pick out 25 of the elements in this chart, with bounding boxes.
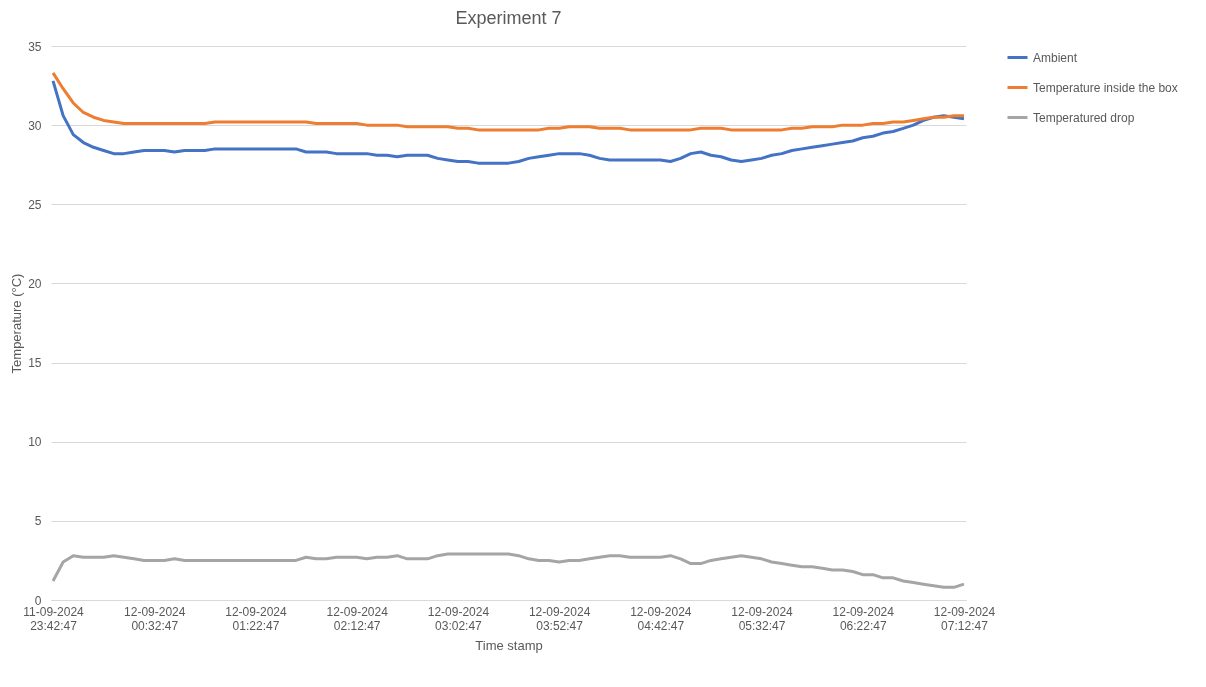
y-tick-label: 20 bbox=[28, 276, 42, 291]
chart-title: Experiment 7 bbox=[455, 8, 562, 28]
x-axis-title: Time stamp bbox=[475, 637, 543, 653]
x-tick-label: 12-09-2024 07:12:47 bbox=[933, 604, 996, 633]
y-tick-label: 15 bbox=[28, 356, 42, 371]
line-series bbox=[51, 552, 966, 589]
x-tick-label: 12-09-2024 03:02:47 bbox=[427, 604, 490, 633]
x-tick-label: 12-09-2024 03:52:47 bbox=[528, 604, 591, 633]
x-tick-label: 12-09-2024 02:12:47 bbox=[326, 604, 389, 633]
legend-label: Ambient bbox=[1033, 50, 1078, 65]
line-series bbox=[51, 79, 966, 165]
y-tick-label: 30 bbox=[28, 118, 42, 133]
x-tick-label: 12-09-2024 06:22:47 bbox=[832, 604, 895, 633]
x-tick-label: 12-09-2024 01:22:47 bbox=[225, 604, 287, 633]
legend-label: Temperatured drop bbox=[1033, 110, 1135, 125]
y-tick-label: 25 bbox=[28, 197, 42, 212]
y-tick-label: 35 bbox=[28, 39, 42, 54]
line-series bbox=[51, 71, 966, 132]
y-tick-label: 10 bbox=[28, 435, 42, 450]
y-axis-title: Temperature (°C) bbox=[9, 273, 25, 374]
legend-label: Temperature inside the box bbox=[1033, 80, 1178, 95]
x-tick-label: 12-09-2024 04:42:47 bbox=[630, 604, 692, 633]
x-tick-label: 12-09-2024 05:32:47 bbox=[731, 604, 794, 633]
x-tick-label: 12-09-2024 00:32:47 bbox=[124, 604, 186, 633]
y-tick-label: 5 bbox=[34, 514, 42, 529]
